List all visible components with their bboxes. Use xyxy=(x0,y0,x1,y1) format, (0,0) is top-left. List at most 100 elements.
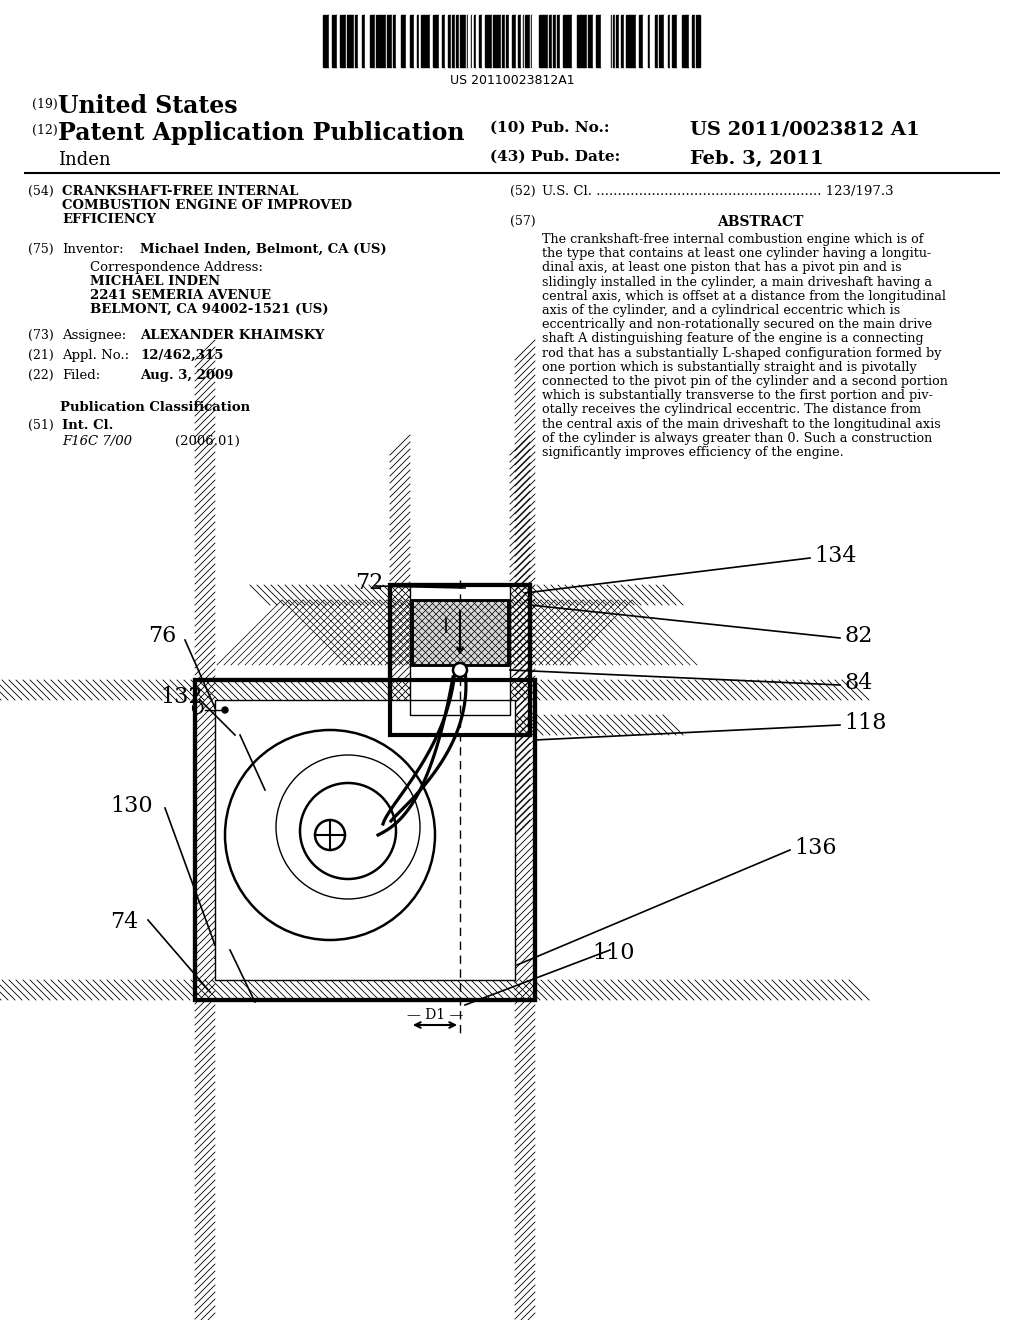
Bar xyxy=(521,15,523,67)
Bar xyxy=(390,585,530,735)
Bar xyxy=(656,15,658,67)
Bar xyxy=(379,15,381,67)
Text: Assignee:: Assignee: xyxy=(62,329,126,342)
Bar xyxy=(666,15,668,67)
Bar xyxy=(351,15,354,67)
Bar xyxy=(652,15,654,67)
Bar xyxy=(572,15,575,67)
Bar xyxy=(215,700,515,979)
Bar xyxy=(683,15,686,67)
Text: Michael Inden, Belmont, CA (US): Michael Inden, Belmont, CA (US) xyxy=(140,243,387,256)
Bar xyxy=(493,15,495,67)
Bar xyxy=(195,680,535,1001)
Bar xyxy=(449,15,451,67)
Text: (12): (12) xyxy=(32,124,57,137)
Bar xyxy=(536,15,539,67)
Bar xyxy=(412,15,414,67)
Text: Correspondence Address:: Correspondence Address: xyxy=(90,261,263,275)
Text: Appl. No.:: Appl. No.: xyxy=(62,348,129,362)
Bar xyxy=(323,15,325,67)
Bar xyxy=(359,15,362,67)
Bar xyxy=(565,15,567,67)
Text: 76: 76 xyxy=(148,624,176,647)
Bar xyxy=(525,15,527,67)
Bar xyxy=(474,15,476,67)
Bar xyxy=(591,15,593,67)
Text: — D1 —: — D1 — xyxy=(407,1008,463,1022)
Text: 2241 SEMERIA AVENUE: 2241 SEMERIA AVENUE xyxy=(90,289,271,302)
Bar xyxy=(439,15,442,67)
Circle shape xyxy=(222,708,228,713)
Bar xyxy=(579,15,581,67)
Bar xyxy=(659,15,662,67)
Bar xyxy=(399,15,401,67)
Text: (75): (75) xyxy=(28,243,53,256)
Bar xyxy=(410,585,510,715)
Circle shape xyxy=(225,730,435,940)
Bar xyxy=(330,15,332,67)
Text: (10) Pub. No.:: (10) Pub. No.: xyxy=(490,121,609,135)
Bar xyxy=(215,700,515,979)
Bar xyxy=(384,15,386,67)
Bar xyxy=(412,601,508,665)
Circle shape xyxy=(315,820,345,850)
Text: F16C 7/00: F16C 7/00 xyxy=(62,436,132,447)
Bar xyxy=(513,15,515,67)
Bar xyxy=(608,15,610,67)
Bar xyxy=(604,15,606,67)
Bar xyxy=(195,680,215,1001)
Text: otally receives the cylindrical eccentric. The distance from: otally receives the cylindrical eccentri… xyxy=(542,404,922,416)
Bar xyxy=(506,15,509,67)
Bar xyxy=(340,15,343,67)
Text: CRANKSHAFT-FREE INTERNAL: CRANKSHAFT-FREE INTERNAL xyxy=(62,185,298,198)
Text: 118: 118 xyxy=(844,711,887,734)
Bar xyxy=(581,15,583,67)
Bar xyxy=(648,15,650,67)
Bar xyxy=(593,15,596,67)
Bar xyxy=(401,15,404,67)
Bar xyxy=(393,15,396,67)
Bar xyxy=(645,15,648,67)
Text: US 2011/0023812 A1: US 2011/0023812 A1 xyxy=(690,121,920,139)
Bar xyxy=(616,15,618,67)
Bar xyxy=(613,15,615,67)
Bar xyxy=(539,15,542,67)
Text: which is substantially transverse to the first portion and piv-: which is substantially transverse to the… xyxy=(542,389,933,403)
Bar xyxy=(569,15,571,67)
Bar xyxy=(410,585,510,715)
Bar xyxy=(356,15,358,67)
Bar xyxy=(410,15,412,67)
Text: United States: United States xyxy=(58,94,238,117)
Circle shape xyxy=(453,663,467,677)
Bar xyxy=(426,15,429,67)
Text: of the cylinder is always greater than 0. Such a construction: of the cylinder is always greater than 0… xyxy=(542,432,932,445)
Text: 72: 72 xyxy=(355,572,383,594)
Bar xyxy=(388,15,391,67)
Text: (51): (51) xyxy=(28,418,53,432)
Bar xyxy=(370,15,373,67)
Text: Publication Classification: Publication Classification xyxy=(60,401,250,414)
Text: central axis, which is offset at a distance from the longitudinal: central axis, which is offset at a dista… xyxy=(542,290,946,302)
Text: (21): (21) xyxy=(28,348,53,362)
Bar xyxy=(460,15,463,67)
Text: (22): (22) xyxy=(28,370,53,381)
Text: 84: 84 xyxy=(844,672,872,694)
Text: (2006.01): (2006.01) xyxy=(175,436,240,447)
Bar xyxy=(639,15,641,67)
Text: C: C xyxy=(282,855,295,874)
Text: O: O xyxy=(190,701,204,718)
Bar xyxy=(390,585,530,735)
Text: ALEXANDER KHAIMSKY: ALEXANDER KHAIMSKY xyxy=(140,329,325,342)
Bar xyxy=(452,15,455,67)
Bar xyxy=(650,15,652,67)
Text: EFFICIENCY: EFFICIENCY xyxy=(62,213,156,226)
Bar xyxy=(325,15,328,67)
Bar xyxy=(422,15,424,67)
Bar xyxy=(643,15,645,67)
Text: BELMONT, CA 94002-1521 (US): BELMONT, CA 94002-1521 (US) xyxy=(90,304,329,315)
Text: U.S. Cl. ..................................................... 123/197.3: U.S. Cl. ...............................… xyxy=(542,185,894,198)
Bar xyxy=(456,15,459,67)
Bar xyxy=(424,15,426,67)
Text: Filed:: Filed: xyxy=(62,370,100,381)
Text: US 20110023812A1: US 20110023812A1 xyxy=(450,74,574,87)
